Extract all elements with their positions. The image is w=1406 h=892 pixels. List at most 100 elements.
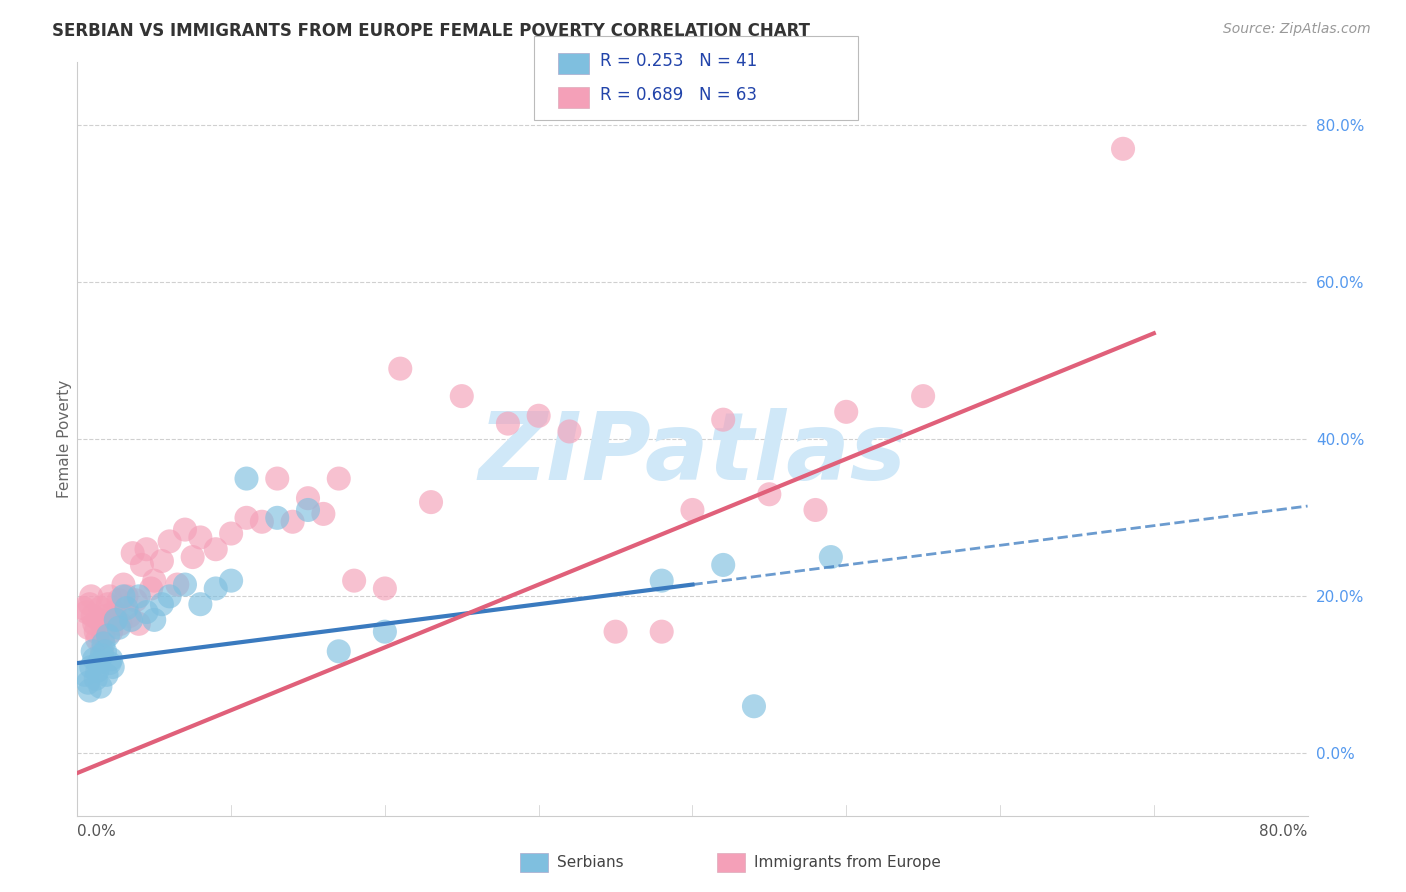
Point [281, 515, 304, 529]
Text: R = 0.253   N = 41: R = 0.253 N = 41 [600, 53, 758, 70]
Point [174, 577, 197, 591]
Point [912, 389, 935, 403]
Point [150, 554, 173, 568]
Point [143, 574, 166, 588]
Text: ZIPatlas: ZIPatlas [478, 409, 907, 500]
Point [343, 574, 366, 588]
Point [82, 644, 104, 658]
Point [73, 668, 96, 682]
Point [558, 425, 581, 439]
Point [101, 660, 124, 674]
Point [128, 616, 150, 631]
Point [79, 683, 101, 698]
Text: SERBIAN VS IMMIGRANTS FROM EUROPE FEMALE POVERTY CORRELATION CHART: SERBIAN VS IMMIGRANTS FROM EUROPE FEMALE… [52, 22, 810, 40]
Point [128, 590, 150, 604]
Point [103, 605, 125, 619]
Point [758, 487, 780, 501]
Point [98, 590, 121, 604]
Text: Serbians: Serbians [557, 855, 623, 870]
Text: 80.0%: 80.0% [1260, 823, 1308, 838]
Point [84, 624, 107, 639]
Point [297, 491, 319, 506]
Point [87, 656, 110, 670]
Point [96, 668, 118, 682]
Point [104, 613, 127, 627]
Point [682, 503, 704, 517]
Point [374, 582, 396, 596]
Point [94, 609, 117, 624]
Point [84, 672, 107, 686]
Point [93, 636, 115, 650]
Point [150, 597, 173, 611]
Y-axis label: Female Poverty: Female Poverty [56, 380, 72, 499]
Point [90, 648, 114, 663]
Point [204, 542, 226, 557]
Point [389, 361, 412, 376]
Point [159, 590, 181, 604]
Point [143, 613, 166, 627]
Point [108, 593, 131, 607]
Point [496, 417, 519, 431]
Point [83, 616, 105, 631]
Point [135, 605, 157, 619]
Point [166, 577, 188, 591]
Point [651, 624, 673, 639]
Point [204, 582, 226, 596]
Point [235, 511, 257, 525]
Point [835, 405, 858, 419]
Point [250, 515, 273, 529]
Point [86, 632, 108, 647]
Point [72, 601, 94, 615]
Point [80, 590, 103, 604]
Point [94, 644, 117, 658]
Point [87, 613, 110, 627]
Point [181, 550, 204, 565]
Point [420, 495, 443, 509]
Point [374, 624, 396, 639]
Point [110, 616, 132, 631]
Point [104, 613, 127, 627]
Point [328, 644, 350, 658]
Point [605, 624, 627, 639]
Point [108, 621, 131, 635]
Point [93, 629, 115, 643]
Text: R = 0.689   N = 63: R = 0.689 N = 63 [600, 86, 758, 103]
Point [83, 652, 105, 666]
Point [266, 511, 288, 525]
Point [80, 660, 103, 674]
Point [219, 526, 242, 541]
Point [112, 590, 135, 604]
Point [297, 503, 319, 517]
Text: Immigrants from Europe: Immigrants from Europe [754, 855, 941, 870]
Point [527, 409, 550, 423]
Point [89, 601, 111, 615]
Point [188, 597, 212, 611]
Point [266, 472, 288, 486]
Point [188, 531, 212, 545]
Point [100, 652, 122, 666]
Point [804, 503, 827, 517]
Point [97, 629, 120, 643]
Point [219, 574, 242, 588]
Point [711, 558, 734, 572]
Point [115, 601, 138, 615]
Point [135, 542, 157, 557]
Point [82, 609, 104, 624]
Point [89, 680, 111, 694]
Text: 0.0%: 0.0% [77, 823, 117, 838]
Point [312, 507, 335, 521]
Point [711, 412, 734, 426]
Point [79, 597, 101, 611]
Point [450, 389, 472, 403]
Point [820, 550, 842, 565]
Point [100, 624, 122, 639]
Point [118, 609, 141, 624]
Text: Source: ZipAtlas.com: Source: ZipAtlas.com [1223, 22, 1371, 37]
Point [328, 472, 350, 486]
Point [141, 582, 163, 596]
Point [77, 675, 100, 690]
Point [120, 613, 142, 627]
Point [98, 656, 121, 670]
Point [115, 590, 138, 604]
Point [77, 621, 100, 635]
